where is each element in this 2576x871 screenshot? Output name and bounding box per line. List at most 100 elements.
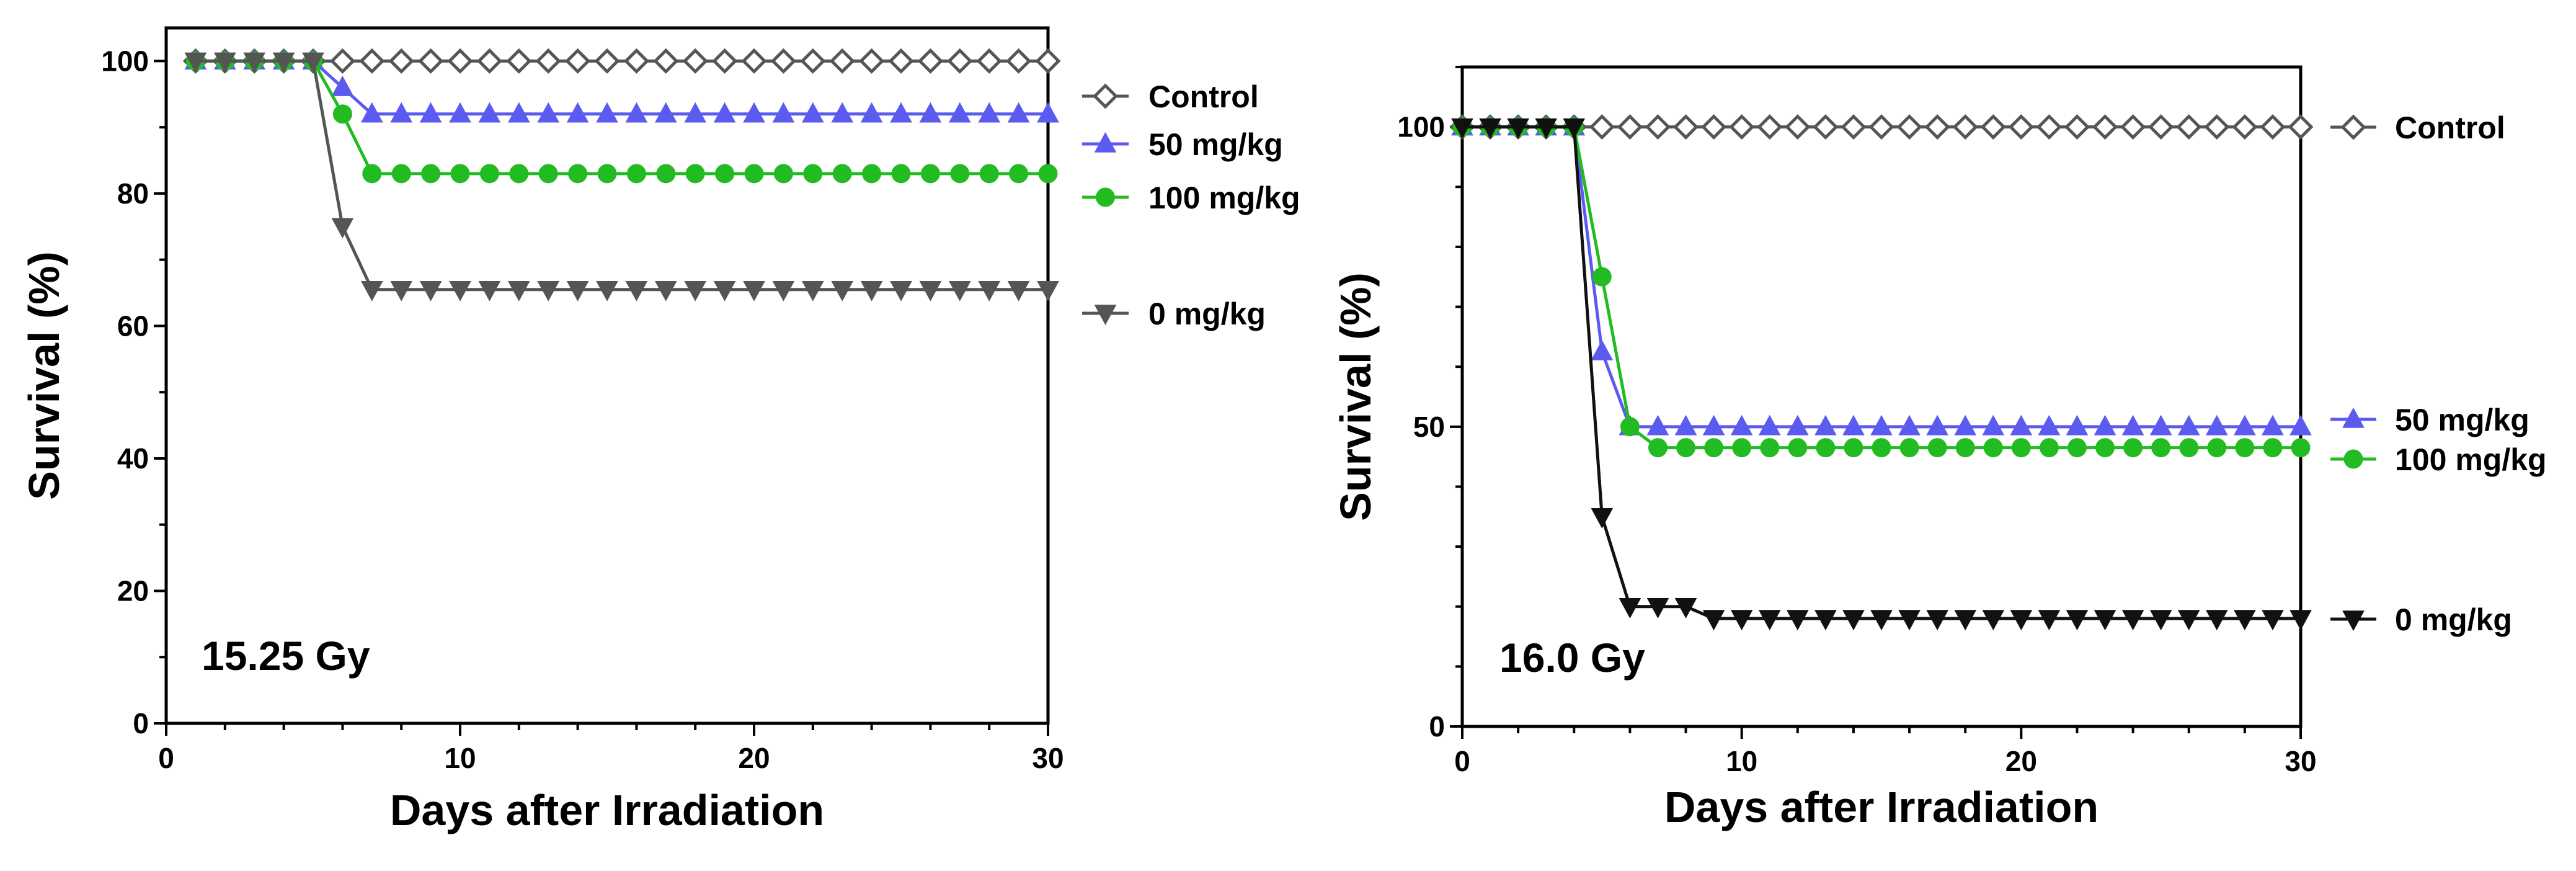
data-point [743, 102, 765, 123]
data-point [891, 164, 911, 184]
data-point [597, 164, 617, 184]
series-control [1449, 114, 2314, 140]
series-50-mg-kg [184, 49, 1059, 123]
data-point [421, 164, 441, 184]
x-tick-label: 20 [2005, 745, 2037, 777]
data-point [1038, 164, 1058, 184]
data-point [1007, 102, 1030, 123]
data-point [715, 164, 735, 184]
data-point [2092, 114, 2118, 140]
data-point [2176, 114, 2202, 140]
data-point [1813, 114, 1839, 140]
legend-item: Control [1082, 79, 1259, 114]
x-tick-label: 30 [1032, 742, 1064, 774]
data-point [272, 52, 295, 73]
data-point [2010, 610, 2033, 631]
data-point [449, 280, 471, 302]
data-point [538, 164, 558, 184]
data-point [800, 48, 826, 74]
data-point [1674, 597, 1697, 619]
legend-label: 0 mg/kg [1148, 297, 1266, 331]
data-point [1955, 438, 1975, 458]
legend-label: 100 mg/kg [2395, 442, 2547, 477]
legend-item: 100 mg/kg [2330, 442, 2547, 477]
legend-label: 50 mg/kg [1148, 127, 1283, 162]
data-point [2235, 438, 2255, 458]
plot-frame [1460, 65, 2303, 728]
data-point [1704, 438, 1724, 458]
data-point [2260, 114, 2286, 140]
series-line [195, 59, 1048, 292]
data-point [625, 102, 648, 123]
legend-marker [2342, 407, 2365, 428]
data-point [1037, 102, 1059, 123]
data-point [1007, 280, 1030, 302]
data-point [1757, 114, 1783, 140]
data-point [2036, 114, 2062, 140]
data-point [625, 280, 648, 302]
data-point [1816, 438, 1836, 458]
data-point [2263, 438, 2283, 458]
data-point [1758, 610, 1781, 631]
data-point [450, 164, 470, 184]
data-point [1814, 610, 1837, 631]
data-point [1451, 118, 1473, 139]
data-point [979, 164, 999, 184]
y-axis-title: Survival (%) [1331, 272, 1380, 521]
data-point [2148, 114, 2174, 140]
data-point [976, 48, 1002, 74]
legend-marker [1094, 132, 1117, 153]
data-point [1702, 610, 1725, 631]
data-point [1676, 438, 1695, 458]
data-point [626, 164, 646, 184]
data-point [2008, 114, 2034, 140]
data-point [565, 48, 591, 74]
data-point [2010, 414, 2033, 436]
data-point [829, 48, 855, 74]
data-point [1620, 417, 1640, 437]
data-point [2064, 114, 2090, 140]
data-point [1927, 438, 1947, 458]
data-point [654, 102, 677, 123]
y-tick-label: 60 [117, 310, 149, 342]
legend-label: 100 mg/kg [1148, 181, 1300, 215]
data-point [2121, 610, 2144, 631]
data-point [684, 102, 707, 123]
series-100-mg-kg [1452, 117, 2311, 458]
data-point [2207, 438, 2227, 458]
data-point [2234, 610, 2256, 631]
data-point [770, 48, 796, 74]
data-point [831, 102, 854, 123]
series-100-mg-kg [185, 51, 1058, 184]
data-point [917, 48, 943, 74]
dose-annotation: 16.0 Gy [1499, 635, 1645, 681]
x-tick-label: 0 [158, 742, 174, 774]
data-point [390, 280, 413, 302]
data-point [2290, 610, 2312, 631]
data-point [685, 164, 705, 184]
data-point [449, 102, 471, 123]
data-point [2094, 414, 2116, 436]
data-point [653, 48, 679, 74]
data-point [741, 48, 767, 74]
data-point [920, 164, 940, 184]
data-point [772, 102, 795, 123]
data-point [1729, 114, 1755, 140]
legend-item: 0 mg/kg [1082, 297, 1266, 331]
data-point [507, 280, 530, 302]
data-point [362, 164, 382, 184]
data-point [1980, 114, 2006, 140]
data-point [1952, 114, 1978, 140]
data-point [1591, 508, 1614, 529]
data-point [418, 48, 444, 74]
data-point [2262, 610, 2284, 631]
data-point [2177, 610, 2200, 631]
data-point [2011, 438, 2031, 458]
series-line [1462, 125, 2301, 429]
data-point [713, 280, 736, 302]
data-point [535, 48, 561, 74]
data-point [1786, 610, 1809, 631]
data-point [712, 48, 738, 74]
legend-marker [1096, 187, 1115, 207]
data-point [388, 48, 414, 74]
